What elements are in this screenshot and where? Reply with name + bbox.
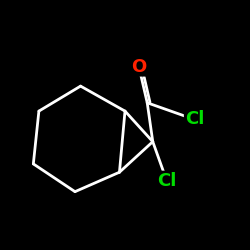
Text: Cl: Cl	[185, 110, 204, 128]
Text: Cl: Cl	[157, 172, 176, 190]
Text: O: O	[131, 58, 146, 76]
